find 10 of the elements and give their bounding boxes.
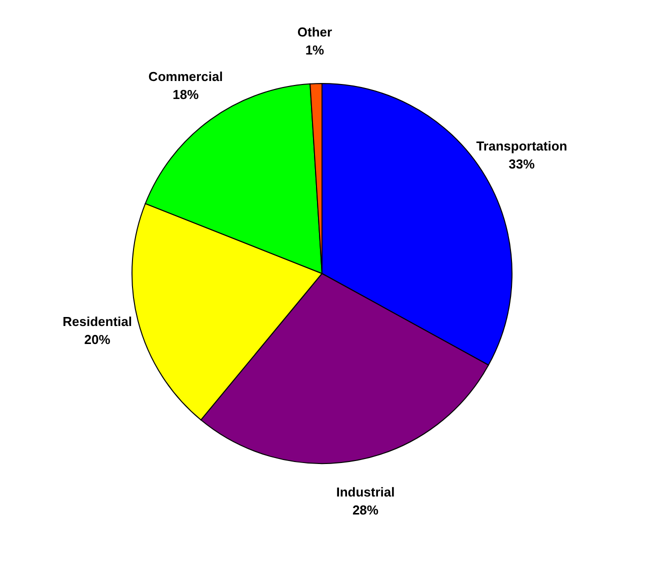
slice-label: Other [297,24,332,40]
data-label: 28% [352,502,379,518]
data-label: 20% [84,332,111,348]
data-label: 18% [172,86,200,102]
slice-label: Transportation [476,138,568,154]
slice-label: Residential [62,314,132,330]
slice-label: Commercial [148,68,223,84]
data-label: 1% [305,42,325,58]
slice-label: Industrial [336,484,395,500]
data-label: 33% [508,156,536,172]
